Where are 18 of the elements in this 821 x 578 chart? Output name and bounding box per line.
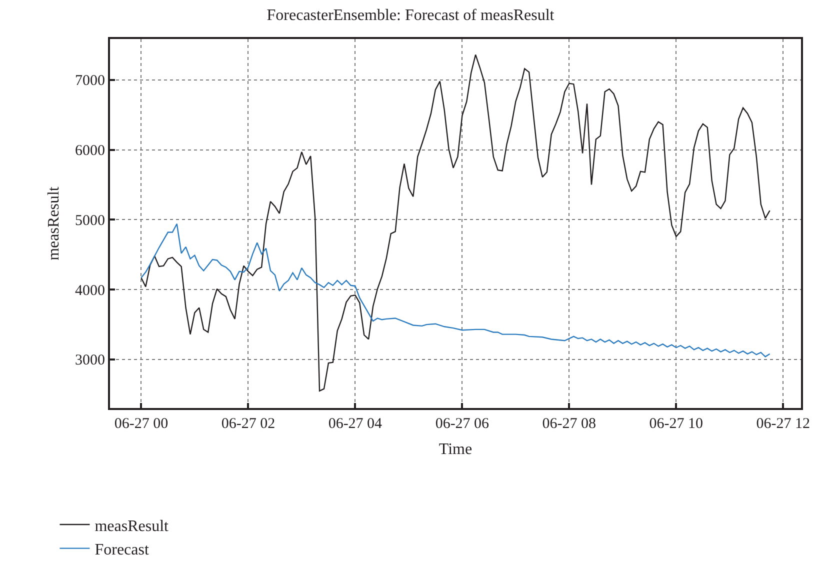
y-tick-label: 5000 <box>75 212 105 229</box>
x-tick-label: 06-27 04 <box>328 416 383 432</box>
y-axis-title: measResult <box>45 186 62 260</box>
legend-label: Forecast <box>94 542 150 559</box>
line-series <box>140 54 770 392</box>
x-axis-title: Time <box>438 441 472 458</box>
x-tick-label: 06-27 00 <box>114 416 168 432</box>
x-tick-label: 06-27 02 <box>221 416 276 432</box>
y-tick-label: 6000 <box>75 143 105 160</box>
x-tick-label: 06-27 12 <box>756 416 810 432</box>
x-tick-label: 06-27 06 <box>435 416 490 432</box>
y-tick-label: 4000 <box>75 282 105 299</box>
y-tick-label: 3000 <box>75 352 105 369</box>
chart-title: ForecasterEnsemble: Forecast of measResult <box>266 6 555 24</box>
x-tick-label: 06-27 10 <box>649 416 704 432</box>
y-tick-label: 7000 <box>75 73 105 90</box>
legend-label: measResult <box>94 518 170 535</box>
x-tick-label: 06-27 08 <box>542 416 596 432</box>
